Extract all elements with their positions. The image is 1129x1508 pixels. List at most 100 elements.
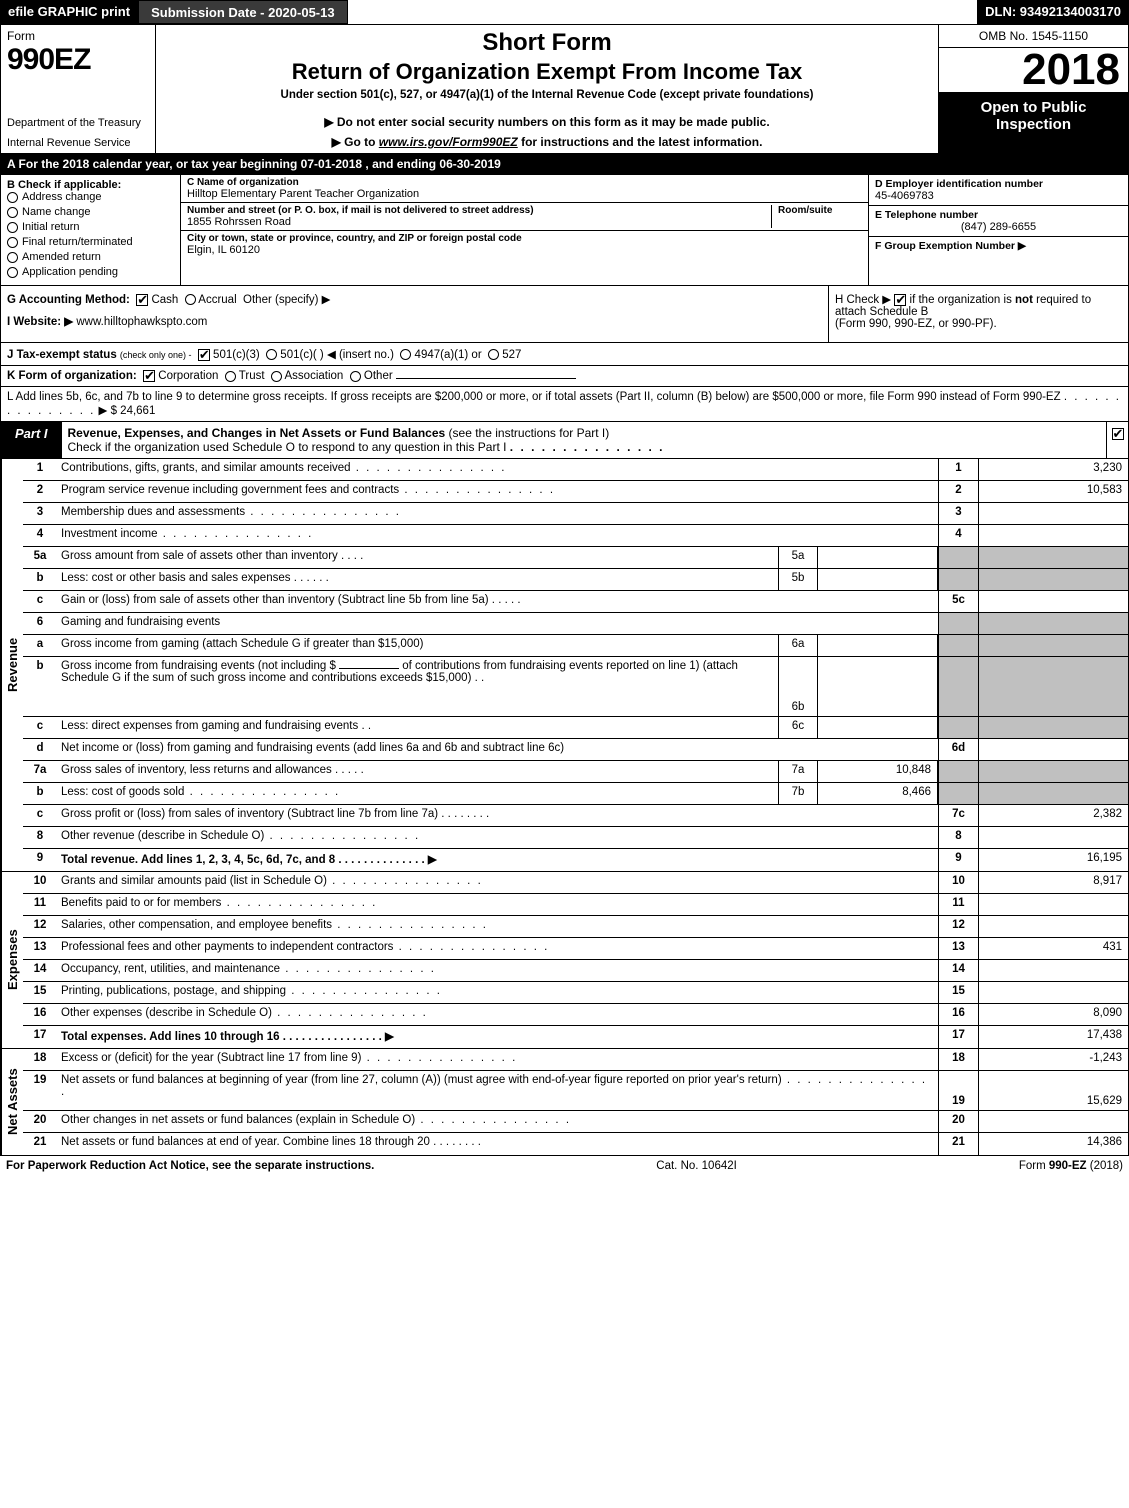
line-subval [818,657,938,716]
taxyear-mid: , and ending [362,157,439,171]
chk-4947[interactable] [400,349,411,360]
chk-name-change[interactable] [7,207,18,218]
line-text: Less: direct expenses from gaming and fu… [61,720,358,732]
arrow-icon: ▶ [385,1031,394,1043]
taxyear-prefix: A For the 2018 calendar year, or tax yea… [7,157,301,171]
b-opt: Application pending [22,266,118,278]
line-7b: b Less: cost of goods sold 7b 8,466 [23,783,1128,805]
line-val: 10,583 [978,481,1128,502]
line-val [978,739,1128,760]
taxyear-end: 06-30-2019 [439,157,500,171]
section-l: L Add lines 5b, 6c, and 7b to line 9 to … [1,387,1128,422]
line-num: 4 [23,525,57,546]
line-desc: Grants and similar amounts paid (list in… [57,872,938,893]
line-rnum: 5c [938,591,978,612]
g-accrual: Accrual [198,294,236,306]
line-desc: Contributions, gifts, grants, and simila… [57,459,938,480]
grey-cell [938,569,978,590]
chk-527[interactable] [488,349,499,360]
chk-accrual[interactable] [185,294,196,305]
k-other-field[interactable] [396,378,576,379]
chk-application-pending[interactable] [7,267,18,278]
dots [399,484,555,496]
org-address: 1855 Rohrssen Road [187,216,765,228]
page-footer: For Paperwork Reduction Act Notice, see … [0,1156,1129,1172]
line-10: 10 Grants and similar amounts paid (list… [23,872,1128,894]
i-label: I Website: ▶ [7,316,73,328]
k-opt: Association [285,370,344,382]
line-rnum: 20 [938,1111,978,1132]
line-desc: Net assets or fund balances at beginning… [57,1071,938,1110]
line-text: Less: cost of goods sold [61,786,184,798]
chk-amended-return[interactable] [7,252,18,263]
chk-address-change[interactable] [7,192,18,203]
line-desc: Printing, publications, postage, and shi… [57,982,938,1003]
line-rnum: 6d [938,739,978,760]
irs-label: Internal Revenue Service [7,137,149,149]
chk-cash[interactable] [136,294,148,306]
line-text: Professional fees and other payments to … [61,941,393,953]
expenses-rows: 10 Grants and similar amounts paid (list… [23,872,1128,1048]
line-17: 17 Total expenses. Add lines 10 through … [23,1026,1128,1048]
b-opt: Final return/terminated [22,236,133,248]
line-text: Other changes in net assets or fund bala… [61,1114,415,1126]
h-text2: if the organization is [910,294,1015,306]
chk-501c[interactable] [266,349,277,360]
grey-cell [938,613,978,634]
chk-corporation[interactable] [143,370,155,382]
dots [158,528,314,540]
h-text1: H Check ▶ [835,294,891,306]
chk-other-org[interactable] [350,371,361,382]
line-num: 14 [23,960,57,981]
e-label: E Telephone number [875,209,1122,221]
part-i-pill: Part I [1,422,62,458]
section-c: C Name of organization Hilltop Elementar… [181,175,868,285]
chk-schedule-b[interactable] [894,294,906,306]
section-g-i: G Accounting Method: Cash Accrual Other … [1,286,828,342]
grey-cell [978,635,1128,656]
goto-link[interactable]: www.irs.gov/Form990EZ [379,135,518,149]
chk-trust[interactable] [225,371,236,382]
line-6: 6 Gaming and fundraising events [23,613,1128,635]
line-num: 7a [23,761,57,782]
grey-cell [938,547,978,568]
j-opt: 527 [502,349,521,361]
line-val [978,982,1128,1003]
dots [184,786,340,798]
line-num: 5a [23,547,57,568]
chk-final-return[interactable] [7,237,18,248]
inspection-label: Open to Public Inspection [939,93,1128,153]
line-num: 8 [23,827,57,848]
line-19: 19 Net assets or fund balances at beginn… [23,1071,1128,1111]
line-rnum: 16 [938,1004,978,1025]
line-text: Net assets or fund balances at beginning… [61,1074,782,1086]
chk-initial-return[interactable] [7,222,18,233]
taxyear-begin: 07-01-2018 [301,157,362,171]
f-label: F Group Exemption Number ▶ [875,240,1122,252]
line-20: 20 Other changes in net assets or fund b… [23,1111,1128,1133]
part-i-title: Revenue, Expenses, and Changes in Net As… [68,426,446,440]
line-num: 9 [23,849,57,871]
line-text: Gross amount from sale of assets other t… [61,550,338,562]
l6b-blank[interactable] [339,668,399,669]
chk-association[interactable] [271,371,282,382]
line-rnum: 15 [938,982,978,1003]
k-opt: Trust [239,370,265,382]
line-desc: Gross income from fundraising events (no… [57,657,778,716]
ein-value: 45-4069783 [875,190,1122,202]
section-j: J Tax-exempt status (check only one) - 5… [1,343,1128,366]
chk-schedule-o[interactable] [1112,428,1124,440]
line-val: 15,629 [978,1071,1128,1110]
top-bar: efile GRAPHIC print Submission Date - 20… [0,0,1129,24]
l-text: L Add lines 5b, 6c, and 7b to line 9 to … [7,391,1061,403]
phone-value: (847) 289-6655 [875,221,1122,233]
dots [221,897,377,909]
line-1: 1 Contributions, gifts, grants, and simi… [23,459,1128,481]
line-num: c [23,805,57,826]
line-num: 2 [23,481,57,502]
website-value: www.hilltophawkspto.com [76,316,207,328]
chk-501c3[interactable] [198,349,210,361]
line-val [978,591,1128,612]
line-num: 17 [23,1026,57,1048]
dots [286,985,442,997]
